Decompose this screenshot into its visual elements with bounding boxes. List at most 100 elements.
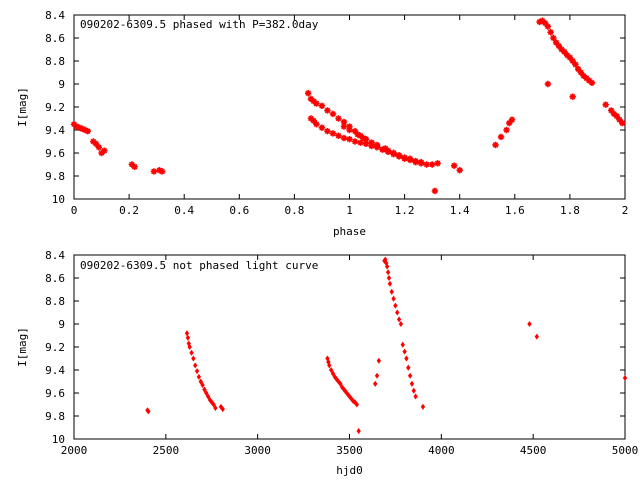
y-tick-label: 9.4 [45,124,65,137]
data-point [555,42,563,50]
x-tick-label: 4500 [520,444,547,457]
data-point [362,136,370,143]
x-tick-label: 5000 [612,444,639,457]
data-point [401,154,408,161]
data-point [220,406,225,413]
y-tick-label: 9.2 [45,101,65,114]
data-point [434,160,441,167]
data-point [327,362,332,369]
data-point [204,389,209,397]
data-point [185,334,191,341]
data-point [357,132,364,139]
data-point [346,123,353,130]
data-point [189,349,194,356]
data-point [362,140,370,147]
data-point [368,142,375,150]
data-point [374,372,380,379]
data-point [602,101,609,108]
data-point [561,48,568,55]
data-point [431,187,439,195]
data-point [395,309,400,316]
y-axis-label: I[mag] [16,327,29,367]
data-point [335,132,342,139]
data-point [187,343,192,351]
data-point [384,147,392,154]
data-point [428,161,436,168]
data-point [389,288,394,295]
data-point [329,110,337,118]
y-tick-label: 9.8 [45,410,65,423]
y-tick-label: 9 [58,78,65,91]
panel-1: 0 0.2 0.4 0.6 0.8 1 1.2 1.4 1.6 1.8 2 8.4 8.6 8.8 9 9.2… [16,9,628,238]
x-tick-label: 0.4 [174,204,194,217]
data-point [379,146,386,153]
x-tick-label: 2500 [153,444,180,457]
data-point [211,401,216,408]
data-point [563,52,571,59]
data-point [588,79,596,87]
x-tick-label: 1.4 [450,204,470,217]
data-point [194,368,200,375]
data-point [324,107,331,114]
data-point [202,386,207,393]
chart-title: 090202-6309.5 phased with P=382.0day [80,18,319,31]
data-point [547,29,554,36]
data-point [373,380,378,387]
data-point [357,139,364,146]
y-tick-label: 10 [52,433,65,446]
x-tick-label: 4000 [428,444,455,457]
x-tick-label: 2000 [61,444,88,457]
data-point [156,167,163,174]
data-point [566,54,574,61]
data-point [544,80,552,88]
data-point [330,370,336,377]
data-point [400,341,405,348]
data-point [411,387,416,394]
data-point [386,274,392,282]
y-tick-label: 9.4 [45,364,65,377]
data-point [395,152,403,159]
data-point [569,93,576,100]
data-point [328,366,334,374]
data-point [406,155,414,162]
data-point [608,107,615,114]
x-tick-label: 3000 [244,444,271,457]
data-point [340,123,348,130]
data-point [76,124,83,131]
data-point [536,18,543,26]
data-point [413,393,418,400]
y-tick-label: 8.6 [45,32,65,45]
x-tick-label: 0.8 [284,204,304,217]
data-point [205,393,211,400]
data-point [158,168,166,175]
y-tick-label: 9.6 [45,387,65,400]
x-tick-label: 1 [346,204,353,217]
data-point [558,46,565,53]
data-point [84,127,91,135]
data-point [191,355,196,362]
data-point [81,126,89,134]
data-point [534,333,540,340]
data-point [128,161,136,168]
data-point [393,302,398,309]
data-point [101,147,108,154]
data-point [390,149,397,157]
chart-title: 090202-6309.5 not phased light curve [80,259,318,272]
data-point [423,161,430,168]
data-point [351,138,359,145]
data-point [420,403,426,410]
data-point [544,23,552,30]
data-point [310,117,317,124]
data-point [569,57,576,65]
x-tick-label: 0.2 [119,204,139,217]
data-point [456,167,463,174]
data-point [318,102,326,110]
data-point [396,316,402,323]
data-point [373,141,381,149]
x-axis-label: phase [333,225,366,238]
data-point [610,110,618,118]
data-point [539,17,546,24]
data-point [409,380,415,387]
data-point [506,119,513,127]
